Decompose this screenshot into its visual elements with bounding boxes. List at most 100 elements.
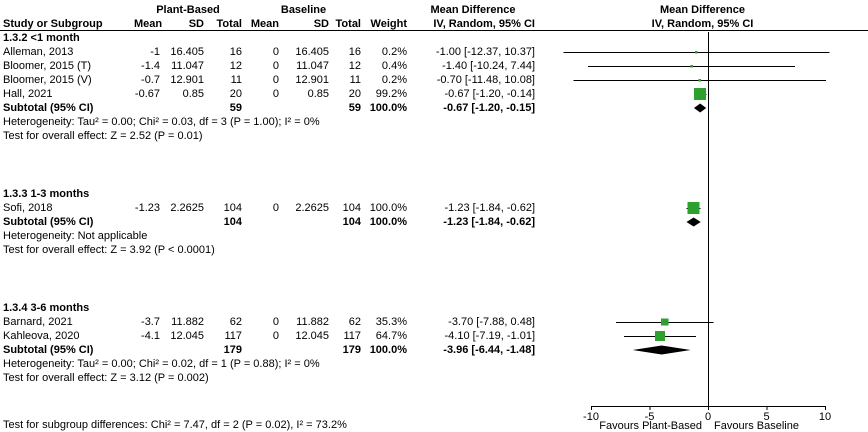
heterogeneity-text: Heterogeneity: Not applicable	[3, 230, 148, 242]
heterogeneity-text: Heterogeneity: Tau² = 0.00; Chi² = 0.03,…	[3, 116, 320, 128]
plant-sd: 16.405	[170, 46, 204, 58]
col-header-sd-baseline: SD	[313, 18, 329, 30]
plant-total: 12	[229, 60, 242, 72]
baseline-total: 11	[349, 74, 361, 86]
plant-sd: 2.2625	[170, 202, 204, 214]
overall-effect-text: Test for overall effect: Z = 3.92 (P < 0…	[3, 244, 215, 256]
study-name: Bloomer, 2015 (V)	[3, 74, 92, 86]
weight-value: 99.2%	[375, 88, 407, 100]
study-name: Sofi, 2018	[3, 202, 53, 214]
subtotal-total-baseline: 59	[348, 102, 361, 114]
plant-mean: -1	[150, 46, 160, 58]
subtotal-weight: 100.0%	[369, 344, 407, 356]
baseline-mean: 0	[272, 330, 279, 342]
study-row: Kahleova, 2020 -4.1 12.045 117 0 12.045 …	[0, 329, 868, 343]
subgroup-title: 1.3.2 <1 month	[3, 32, 80, 44]
baseline-mean: 0	[272, 74, 279, 86]
plant-total: 20	[229, 88, 242, 100]
baseline-mean: 0	[272, 202, 279, 214]
plant-mean: -0.67	[134, 88, 160, 100]
group-header-mean-difference: Mean Difference	[430, 4, 516, 16]
baseline-sd: 2.2625	[295, 202, 329, 214]
baseline-sd: 12.045	[295, 330, 329, 342]
baseline-mean: 0	[272, 88, 279, 100]
heterogeneity-row: Heterogeneity: Tau² = 0.00; Chi² = 0.02,…	[0, 357, 868, 371]
plant-mean: -4.1	[141, 330, 160, 342]
ci-text: -1.23 [-1.84, -0.62]	[444, 202, 536, 214]
overall-effect-row: Test for overall effect: Z = 3.12 (P = 0…	[0, 371, 868, 385]
weight-value: 35.3%	[375, 316, 407, 328]
col-header-weight: Weight	[370, 18, 407, 30]
study-name: Bloomer, 2015 (T)	[3, 60, 92, 72]
favours-right-label: Favours Baseline	[714, 420, 799, 432]
subgroup-title-row: 1.3.2 <1 month	[0, 31, 868, 45]
study-name: Hall, 2021	[3, 88, 53, 100]
plant-total: 62	[229, 316, 242, 328]
study-row: Bloomer, 2015 (V) -0.7 12.901 11 0 12.90…	[0, 73, 868, 87]
subtotal-label: Subtotal (95% CI)	[3, 344, 94, 356]
plant-total: 11	[230, 74, 242, 86]
baseline-mean: 0	[272, 46, 279, 58]
ci-text: -1.40 [-10.24, 7.44]	[442, 60, 535, 72]
col-header-ci-plot: IV, Random, 95% CI	[651, 18, 754, 30]
baseline-sd: 0.85	[307, 88, 329, 100]
baseline-sd: 11.882	[296, 316, 329, 328]
baseline-mean: 0	[272, 60, 279, 72]
svg-text:-10: -10	[583, 411, 599, 423]
column-group-header-row: Plant-Based Baseline Mean Difference Mea…	[0, 3, 868, 17]
ci-text: -1.00 [-12.37, 10.37]	[435, 46, 535, 58]
subtotal-weight: 100.0%	[369, 216, 407, 228]
subtotal-row: Subtotal (95% CI) 104 104 100.0% -1.23 […	[0, 215, 868, 229]
group-header-plant-based: Plant-Based	[156, 4, 220, 16]
group-header-mean-difference-plot: Mean Difference	[660, 4, 745, 16]
plant-sd: 11.882	[171, 316, 204, 328]
weight-value: 0.2%	[381, 46, 407, 58]
baseline-total: 117	[343, 330, 361, 342]
baseline-total: 20	[348, 88, 361, 100]
subtotal-total-baseline: 104	[342, 216, 361, 228]
overall-effect-row: Test for overall effect: Z = 3.92 (P < 0…	[0, 243, 868, 257]
col-header-sd-plant: SD	[188, 18, 204, 30]
plant-mean: -0.7	[141, 74, 160, 86]
study-row: Hall, 2021 -0.67 0.85 20 0 0.85 20 99.2%…	[0, 87, 868, 101]
plant-sd: 12.901	[170, 74, 204, 86]
subgroup-title-row: 1.3.3 1-3 months	[0, 187, 868, 201]
baseline-sd: 12.901	[295, 74, 329, 86]
study-name: Barnard, 2021	[3, 316, 73, 328]
svg-text:-5: -5	[645, 411, 655, 423]
subgroup-title-row: 1.3.4 3-6 months	[0, 301, 868, 315]
col-header-ci: IV, Random, 95% CI	[433, 18, 535, 30]
subtotal-total-plant: 104	[223, 216, 242, 228]
weight-value: 0.4%	[381, 60, 407, 72]
plant-sd: 12.045	[170, 330, 204, 342]
weight-value: 0.2%	[381, 74, 407, 86]
svg-text:5: 5	[763, 411, 769, 423]
forest-plot-table: Plant-Based Baseline Mean Difference Mea…	[0, 3, 868, 385]
ci-text: -0.70 [-11.48, 10.08]	[436, 74, 535, 86]
subtotal-ci: -3.96 [-6.44, -1.48]	[443, 344, 535, 356]
subtotal-row: Subtotal (95% CI) 179 179 100.0% -3.96 […	[0, 343, 868, 357]
subtotal-total-baseline: 179	[342, 344, 361, 356]
col-header-total-baseline: Total	[335, 18, 361, 30]
baseline-total: 16	[348, 46, 361, 58]
baseline-total: 12	[348, 60, 361, 72]
overall-effect-text: Test for overall effect: Z = 2.52 (P = 0…	[3, 130, 203, 142]
baseline-sd: 16.405	[295, 46, 329, 58]
plant-sd: 11.047	[171, 60, 204, 72]
heterogeneity-text: Heterogeneity: Tau² = 0.00; Chi² = 0.02,…	[3, 358, 320, 370]
subgroup-title: 1.3.4 3-6 months	[3, 302, 90, 314]
subtotal-ci: -0.67 [-1.20, -0.15]	[443, 102, 535, 114]
plant-total: 104	[223, 202, 242, 214]
plant-total: 117	[224, 330, 242, 342]
subtotal-row: Subtotal (95% CI) 59 59 100.0% -0.67 [-1…	[0, 101, 868, 115]
subtotal-label: Subtotal (95% CI)	[3, 102, 94, 114]
baseline-mean: 0	[272, 316, 279, 328]
subtotal-ci: -1.23 [-1.84, -0.62]	[443, 216, 535, 228]
plant-total: 16	[229, 46, 242, 58]
study-name: Kahleova, 2020	[3, 330, 80, 342]
overall-effect-text: Test for overall effect: Z = 3.12 (P = 0…	[3, 372, 209, 384]
study-row: Bloomer, 2015 (T) -1.4 11.047 12 0 11.04…	[0, 59, 868, 73]
study-row: Sofi, 2018 -1.23 2.2625 104 0 2.2625 104…	[0, 201, 868, 215]
plant-mean: -1.4	[141, 60, 160, 72]
